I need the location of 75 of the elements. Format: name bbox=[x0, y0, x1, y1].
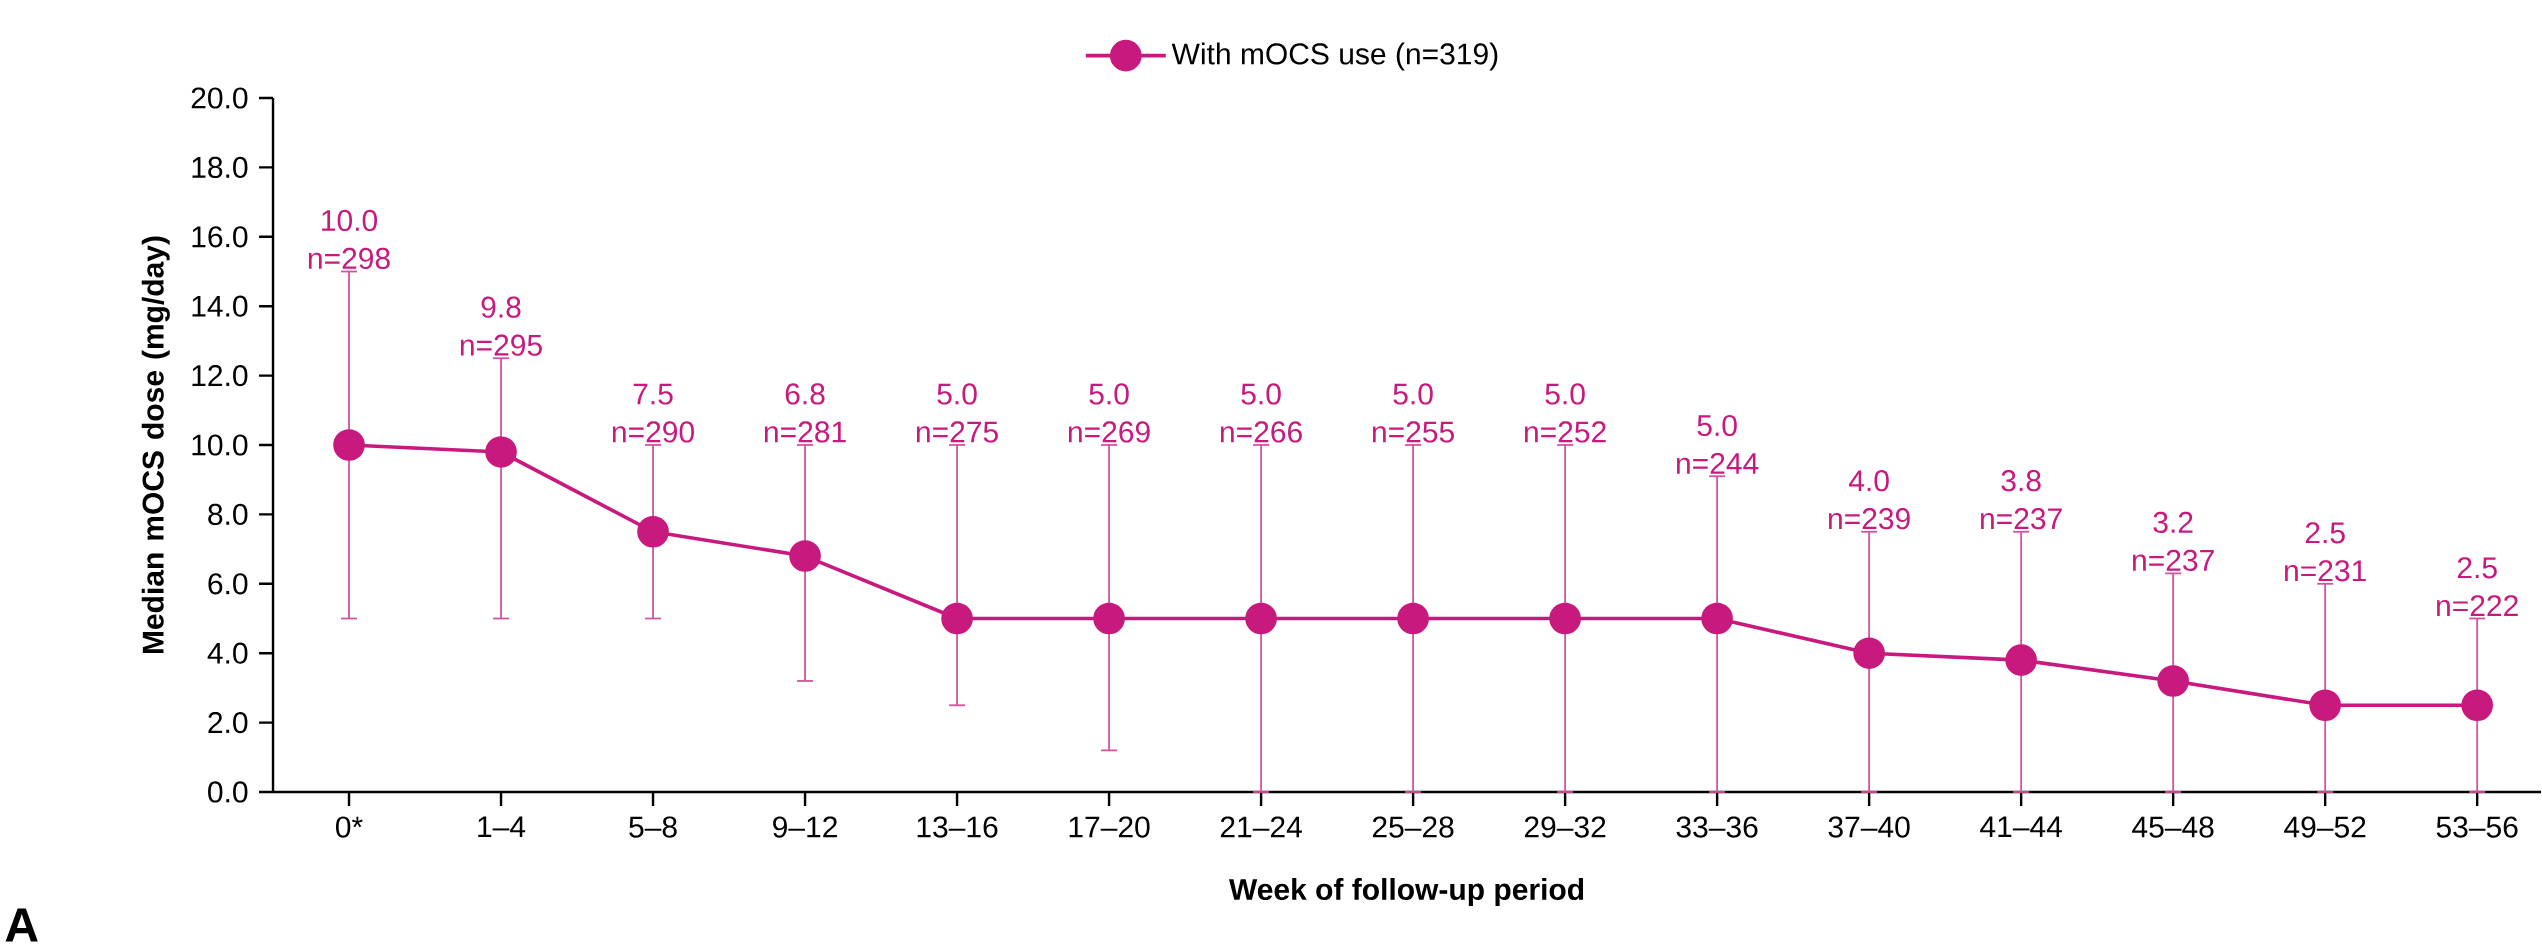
y-tick-label: 16.0 bbox=[192, 226, 248, 248]
point bbox=[2157, 665, 2189, 697]
point bbox=[1093, 602, 1125, 635]
point bbox=[1397, 602, 1429, 635]
annotation: n=281 bbox=[764, 421, 846, 443]
y-tick-label: 0.0 bbox=[208, 781, 248, 803]
point bbox=[1701, 602, 1733, 635]
x-tick-label: 53–56 bbox=[2436, 816, 2518, 838]
x-axis-title: Week of follow-up period bbox=[1229, 878, 1584, 906]
annotation: 10.0 bbox=[322, 209, 378, 232]
y-tick-label: 12.0 bbox=[192, 364, 248, 387]
point bbox=[2461, 689, 2493, 722]
x-tick-label: 49–52 bbox=[2284, 816, 2366, 838]
point bbox=[485, 436, 517, 468]
annotation: n=231 bbox=[2285, 560, 2366, 582]
annotation: 2.5 bbox=[2457, 557, 2497, 579]
legend-label: With mOCS use (n=319) bbox=[1171, 42, 1498, 71]
point bbox=[2309, 689, 2341, 722]
x-tick-label: 13–16 bbox=[917, 816, 998, 838]
x-tick-label: 5–8 bbox=[629, 816, 677, 838]
y-tick-label: 10.0 bbox=[192, 434, 248, 456]
annotation: n=298 bbox=[308, 247, 390, 270]
point bbox=[1245, 602, 1277, 635]
annotation: n=275 bbox=[916, 421, 998, 443]
y-tick-label: 6.0 bbox=[208, 573, 248, 595]
point bbox=[1853, 637, 1885, 669]
annotation: 5.0 bbox=[1393, 383, 1433, 405]
point bbox=[637, 515, 669, 548]
point bbox=[2005, 644, 2037, 676]
annotation: n=266 bbox=[1220, 421, 1302, 443]
annotation: 9.8 bbox=[481, 296, 521, 318]
x-tick-label: 25–28 bbox=[1372, 816, 1454, 838]
point bbox=[1549, 602, 1581, 635]
annotation: n=239 bbox=[1828, 508, 1910, 530]
annotation: n=244 bbox=[1676, 452, 1759, 474]
x-tick-label: 45–48 bbox=[2132, 816, 2214, 838]
x-tick-label: 41–44 bbox=[1980, 816, 2062, 838]
point bbox=[941, 602, 973, 635]
annotation: n=295 bbox=[460, 334, 542, 356]
annotation: 6.8 bbox=[785, 383, 825, 405]
annotation: 3.2 bbox=[2153, 511, 2193, 533]
annotation: 4.0 bbox=[1848, 470, 1889, 492]
annotation: 7.5 bbox=[633, 383, 673, 405]
annotation: n=290 bbox=[612, 421, 694, 443]
y-tick-label: 18.0 bbox=[192, 156, 248, 179]
x-tick-label: 0* bbox=[336, 816, 363, 838]
x-tick-label: 17–20 bbox=[1069, 816, 1150, 838]
x-tick-label: 9–12 bbox=[773, 816, 837, 838]
annotation: n=255 bbox=[1372, 421, 1454, 443]
x-tick-label: 37–40 bbox=[1828, 816, 1910, 838]
point bbox=[333, 429, 365, 461]
annotation: n=237 bbox=[1980, 508, 2062, 530]
text: A bbox=[5, 908, 38, 942]
point bbox=[789, 540, 821, 572]
annotation: 5.0 bbox=[1089, 383, 1129, 405]
annotation: 5.0 bbox=[937, 383, 977, 405]
x-tick-label: 1–4 bbox=[478, 816, 526, 838]
annotation: 5.0 bbox=[1241, 383, 1281, 405]
y-axis-title: Median mOCS dose (mg/day) bbox=[141, 236, 170, 654]
y-tick-label: 8.0 bbox=[208, 503, 248, 526]
annotation: 3.8 bbox=[2001, 470, 2041, 492]
annotation: n=222 bbox=[2437, 595, 2518, 617]
annotation: n=252 bbox=[1524, 421, 1606, 443]
y-tick-label: 2.0 bbox=[208, 711, 248, 734]
annotation: n=237 bbox=[2133, 549, 2214, 571]
x-tick-label: 21–24 bbox=[1220, 816, 1302, 838]
annotation: 2.5 bbox=[2305, 522, 2345, 544]
x-tick-label: 33–36 bbox=[1676, 816, 1758, 838]
y-tick-label: 20.0 bbox=[191, 87, 248, 109]
y-tick-label: 4.0 bbox=[207, 642, 248, 664]
annotation: 5.0 bbox=[1697, 414, 1737, 437]
x-tick-label: 29–32 bbox=[1524, 816, 1606, 838]
annotation: n=269 bbox=[1068, 421, 1150, 443]
y-tick-label: 14.0 bbox=[192, 295, 248, 317]
annotation: 5.0 bbox=[1545, 383, 1585, 405]
